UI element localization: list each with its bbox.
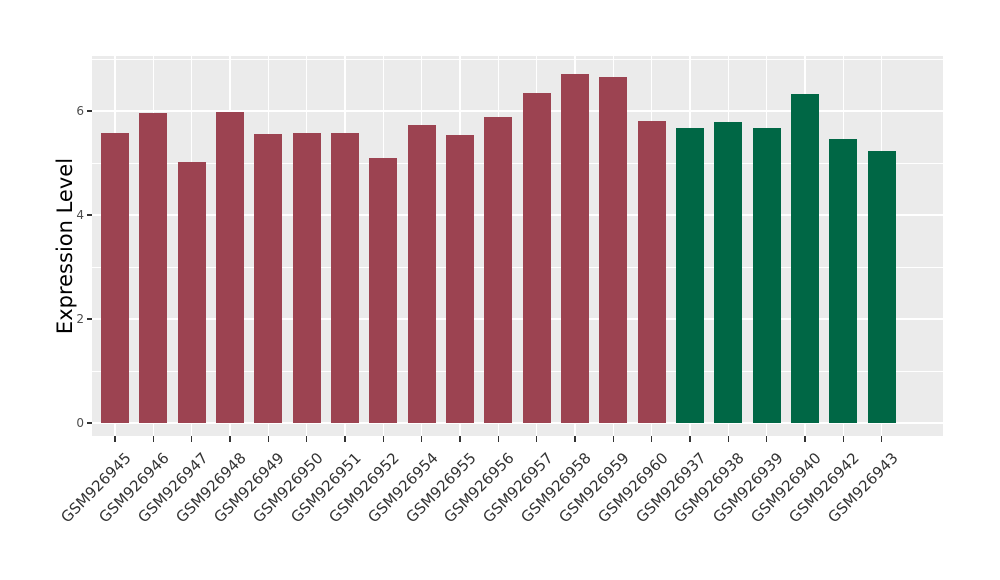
bar-GSM926954 xyxy=(407,124,436,423)
bar-GSM926947 xyxy=(177,162,206,423)
bar-GSM926946 xyxy=(139,112,168,423)
bar-GSM926943 xyxy=(867,151,896,423)
x-axis-tick-mark xyxy=(535,436,538,442)
x-axis-tick-mark xyxy=(420,436,423,442)
x-axis-tick-mark xyxy=(727,436,730,442)
gridline-major-horizontal xyxy=(92,110,943,112)
bar-GSM926940 xyxy=(791,93,819,423)
bar-GSM926939 xyxy=(752,127,781,423)
y-axis-tick-mark xyxy=(86,318,92,320)
gridline-minor-horizontal xyxy=(92,370,943,372)
bar-GSM926956 xyxy=(484,117,513,423)
y-tick-label: 4 xyxy=(76,208,84,222)
x-axis-tick-mark xyxy=(497,436,500,442)
x-axis-tick-mark xyxy=(229,436,231,442)
y-tick-label: 2 xyxy=(76,312,84,326)
gridline-minor-horizontal xyxy=(92,266,943,268)
bar-GSM926957 xyxy=(522,92,551,423)
x-axis-tick-mark xyxy=(305,436,308,442)
bar-GSM926945 xyxy=(101,132,129,423)
x-axis-tick-mark xyxy=(152,436,155,442)
x-axis-tick-mark xyxy=(574,436,576,442)
bar-GSM926948 xyxy=(216,112,244,423)
y-tick-label: 0 xyxy=(76,416,84,430)
x-axis-tick-mark xyxy=(114,436,116,442)
x-axis-tick-mark xyxy=(765,436,768,442)
bar-GSM926958 xyxy=(561,74,589,423)
x-axis-tick-mark xyxy=(650,436,653,442)
gridline-minor-horizontal xyxy=(92,162,943,164)
bar-GSM926960 xyxy=(637,120,666,423)
x-axis-tick-mark xyxy=(459,436,461,442)
y-axis-tick-mark xyxy=(86,422,92,424)
bar-GSM926955 xyxy=(446,134,474,423)
bar-GSM926959 xyxy=(599,77,628,423)
bar-GSM926937 xyxy=(676,127,704,423)
plot-panel xyxy=(92,56,943,436)
x-axis-tick-mark xyxy=(880,436,883,442)
x-axis-tick-mark xyxy=(344,436,346,442)
x-axis-tick-mark xyxy=(267,436,270,442)
gridline-major-horizontal xyxy=(92,214,943,216)
bar-GSM926950 xyxy=(292,133,321,423)
bar-GSM926949 xyxy=(254,134,283,423)
bar-GSM926951 xyxy=(331,132,359,423)
x-axis-tick-mark xyxy=(842,436,845,442)
x-axis-tick-mark xyxy=(689,436,691,442)
bar-GSM926952 xyxy=(369,157,398,423)
x-axis-tick-mark xyxy=(612,436,615,442)
bar-GSM926938 xyxy=(714,121,743,423)
x-axis-tick-mark xyxy=(382,436,385,442)
y-axis-title: Expression Level xyxy=(53,157,77,335)
x-axis-tick-mark xyxy=(190,436,193,442)
y-tick-label: 6 xyxy=(76,104,84,118)
y-axis-tick-mark xyxy=(86,110,92,112)
y-axis-tick-mark xyxy=(86,214,92,216)
gridline-major-horizontal xyxy=(92,318,943,320)
bar-GSM926942 xyxy=(829,139,858,423)
gridline-minor-horizontal xyxy=(92,58,943,60)
x-axis-tick-mark xyxy=(804,436,806,442)
gridline-major-horizontal xyxy=(92,422,943,424)
